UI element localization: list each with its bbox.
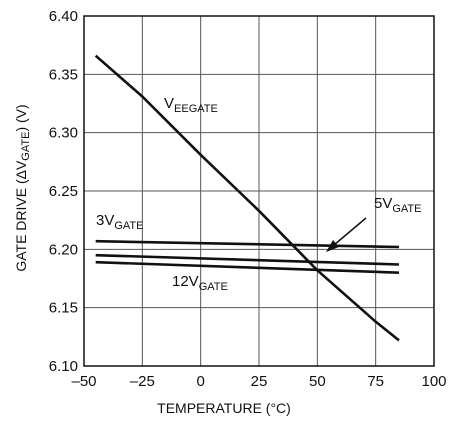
y-tick-label: 6.35	[49, 66, 78, 83]
x-tick-label: 50	[309, 373, 326, 390]
series-label-12vgate: 12VGATE	[172, 273, 228, 293]
series-label-5vgate: 5VGATE	[374, 195, 422, 215]
x-tick-labels: –50 –25 0 25 50 75 100	[71, 373, 446, 390]
x-tick-label: 75	[367, 373, 384, 390]
y-tick-label: 6.10	[49, 358, 78, 375]
series-line-12vgate	[95, 260, 400, 274]
x-tick-label: –50	[71, 373, 96, 390]
y-tick-label: 6.20	[49, 241, 78, 258]
x-tick-label: –25	[130, 373, 155, 390]
series-line-3vgate	[95, 239, 400, 249]
y-tick-labels: 6.10 6.15 6.20 6.25 6.30 6.35 6.40	[49, 8, 78, 375]
x-tick-label: 0	[196, 373, 204, 390]
y-tick-label: 6.30	[49, 125, 78, 142]
series-line-veegate	[94, 54, 400, 342]
y-tick-label: 6.25	[49, 183, 78, 200]
series-label-veegate: VEEGATE	[164, 95, 218, 115]
y-tick-label: 6.40	[49, 8, 78, 25]
series-label-3vgate: 3VGATE	[96, 212, 144, 232]
series-lines	[94, 54, 400, 342]
series-line-5vgate	[95, 253, 400, 266]
y-tick-label: 6.15	[49, 300, 78, 317]
plot-frame	[83, 15, 435, 367]
x-tick-label: 25	[251, 373, 268, 390]
arrow-5vgate	[326, 217, 367, 252]
y-axis-title: GATE DRIVE (ΔVGATE) (V)	[13, 104, 32, 271]
x-tick-label: 100	[421, 373, 446, 390]
x-axis-title: TEMPERATURE (°C)	[157, 400, 291, 416]
grid	[83, 15, 435, 367]
